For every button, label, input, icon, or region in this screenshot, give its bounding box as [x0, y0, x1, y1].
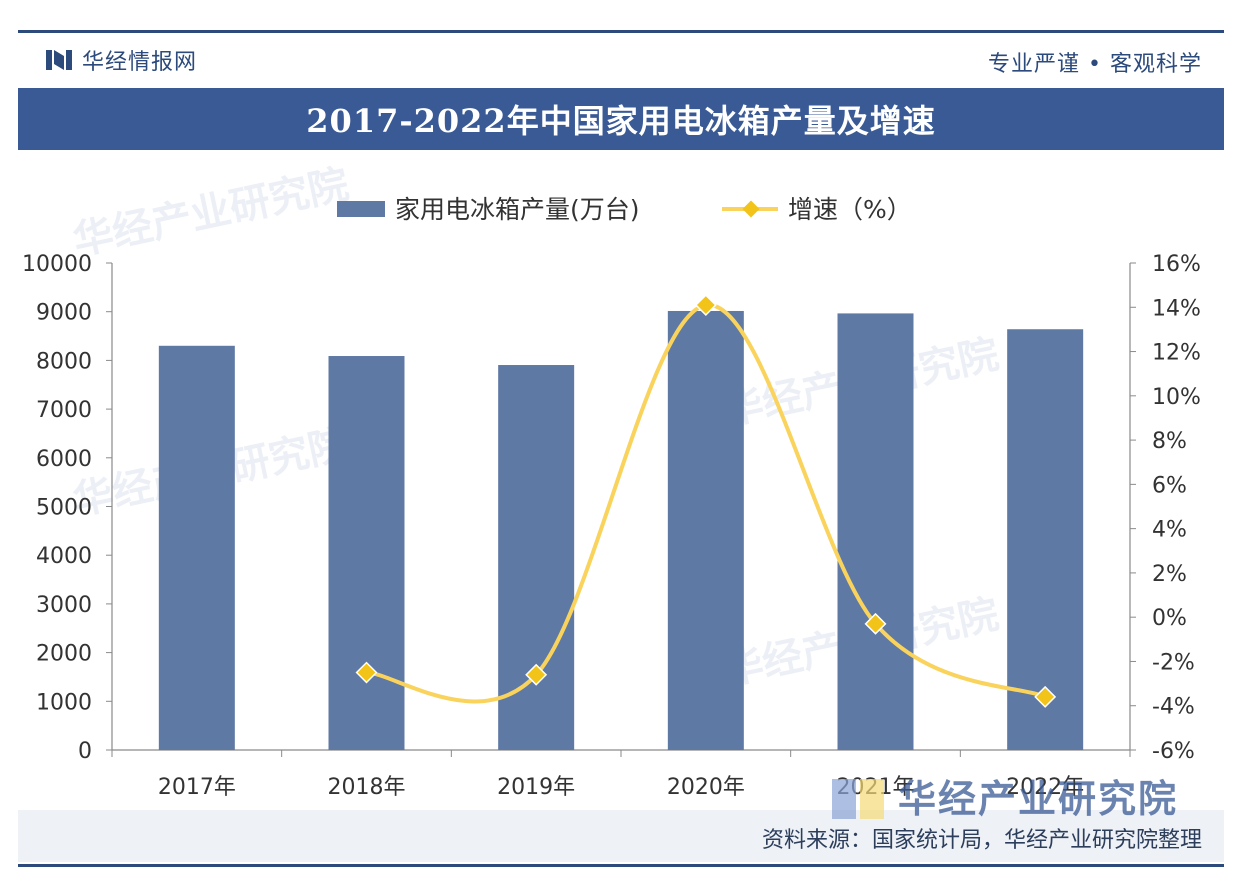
left-tick-label: 3000 — [36, 593, 92, 618]
brand-name: 华经情报网 — [82, 50, 198, 75]
top-frame-line — [18, 30, 1224, 33]
legend-label-production: 家用电冰箱产量(万台) — [395, 195, 640, 224]
left-tick-label: 7000 — [36, 398, 92, 423]
x-tick-label: 2020年 — [667, 775, 745, 800]
left-tick-label: 6000 — [36, 447, 92, 472]
source-note: 资料来源：国家统计局，华经产业研究院整理 — [761, 828, 1202, 853]
right-tick-label: -6% — [1152, 739, 1195, 764]
right-tick-label: 8% — [1152, 429, 1187, 454]
left-tick-label: 4000 — [36, 544, 92, 569]
legend-marker-growth — [742, 200, 760, 218]
brand: 华经情报网 — [46, 44, 197, 76]
left-tick-label: 8000 — [36, 349, 92, 374]
right-tick-label: -2% — [1152, 650, 1195, 675]
bar-production — [328, 356, 405, 750]
slogan: 专业严谨 • 客观科学 — [988, 52, 1202, 77]
left-tick-label: 5000 — [36, 496, 92, 521]
right-tick-label: 10% — [1152, 385, 1201, 410]
growth-marker — [355, 661, 378, 684]
bar-production — [837, 313, 914, 750]
growth-marker — [864, 612, 887, 635]
brand-mark: 华经产业研究院 — [830, 768, 1178, 823]
right-tick-label: 6% — [1152, 473, 1187, 498]
bar-production — [1007, 329, 1084, 750]
x-tick-label: 2017年 — [158, 775, 236, 800]
bar-production — [498, 365, 575, 750]
left-tick-label: 0 — [78, 739, 92, 764]
left-tick-label: 10000 — [22, 252, 92, 277]
x-tick-label: 2019年 — [497, 775, 575, 800]
brand-mark-text: 华经产业研究院 — [898, 777, 1179, 821]
bar-production — [667, 310, 744, 750]
left-tick-label: 1000 — [36, 690, 92, 715]
chart-title: 2017-2022年中国家用电冰箱产量及增速 — [306, 102, 936, 140]
bar-production — [158, 345, 235, 750]
x-tick-label: 2018年 — [328, 775, 406, 800]
right-tick-label: 14% — [1152, 296, 1201, 321]
footer-band: 资料来源：国家统计局，华经产业研究院整理 — [18, 810, 1224, 862]
x-tick-label: 2022年 — [1006, 775, 1084, 800]
growth-marker — [694, 294, 717, 317]
legend-swatch-production — [337, 201, 385, 217]
brand-logo-icon — [46, 50, 72, 70]
right-tick-label: 12% — [1152, 341, 1201, 366]
brand-mark-icon — [832, 778, 884, 819]
right-tick-label: 4% — [1152, 518, 1187, 543]
left-tick-label: 2000 — [36, 642, 92, 667]
top-bar: 华经情报网 专业严谨 • 客观科学 — [18, 34, 1224, 84]
legend-label-growth: 增速（%） — [788, 195, 912, 224]
right-tick-label: 2% — [1152, 562, 1187, 587]
growth-marker — [525, 663, 548, 686]
left-tick-label: 9000 — [36, 301, 92, 326]
title-band: 2017-2022年中国家用电冰箱产量及增速 — [18, 88, 1224, 150]
growth-marker — [1034, 685, 1057, 708]
right-tick-label: -4% — [1152, 695, 1195, 720]
right-tick-label: 0% — [1152, 606, 1187, 631]
right-tick-label: 16% — [1152, 252, 1201, 277]
bottom-frame-line — [18, 864, 1224, 867]
